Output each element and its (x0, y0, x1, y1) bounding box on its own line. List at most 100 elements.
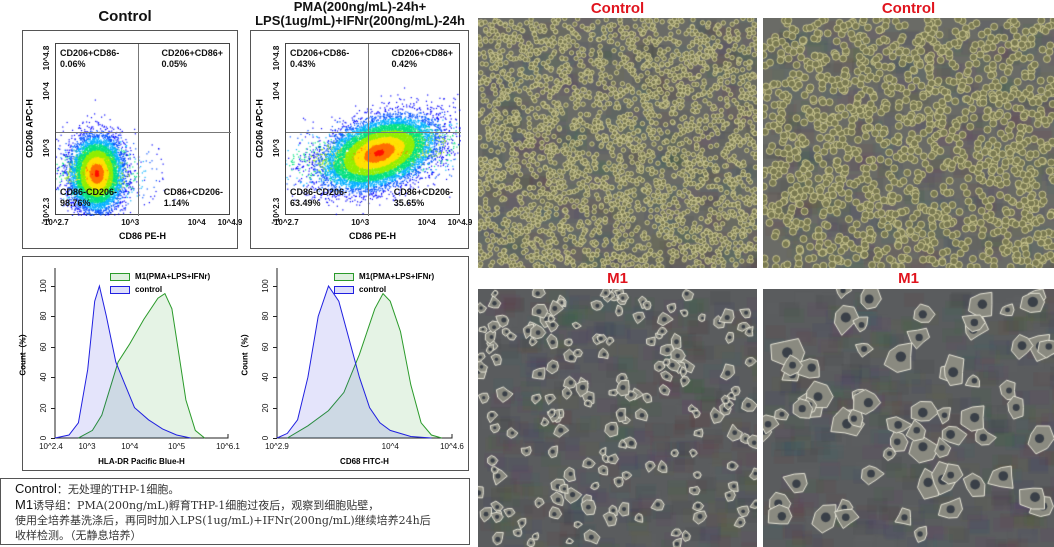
note-line1: ：无处理的THP-1细胞。 (56, 483, 180, 496)
quadrant-label-upper-right: CD206+CD86+ 0.05% (161, 48, 223, 70)
quadrant-gate-horizontal[interactable] (286, 131, 461, 133)
y-tick-label: 10^4 (42, 82, 51, 101)
legend-label: M1(PMA+LPS+IFNr) (135, 272, 211, 281)
x-tick-label: 10^2.9 (265, 442, 289, 451)
legend-label: control (135, 285, 163, 294)
y-tick-label: 10^4.8 (272, 46, 281, 71)
x-tick-label: 10^2.4 (39, 442, 63, 451)
quadrant-label-upper-left: CD206+CD86- 0.06% (60, 48, 119, 70)
x-axis-label: HLA-DR Pacific Blue-H (98, 457, 185, 466)
quadrant-name: CD86-CD206- (290, 187, 348, 197)
y-tick-mark (51, 286, 55, 287)
x-tick-label: 10^4 (417, 218, 436, 227)
x-tick-label: 10^3 (351, 218, 370, 227)
histogram-series-control (276, 284, 432, 439)
scatter-panel-m1 (250, 30, 469, 249)
quadrant-label-lower-left: CD86-CD206- 98.76% (60, 187, 117, 209)
note-m1-label: M1 (15, 497, 34, 512)
quadrant-label-upper-right: CD206+CD86+ 0.42% (391, 48, 453, 70)
quadrant-gate-vertical[interactable] (138, 44, 140, 216)
x-tick-label: 10^4.9 (217, 218, 243, 227)
legend-swatch (334, 285, 354, 294)
legend-item-control: control (110, 285, 162, 294)
y-tick-mark (273, 316, 277, 318)
x-tick-label: 10^4.6 (440, 442, 464, 451)
x-tick-label: 10^4 (121, 442, 139, 451)
quadrant-name: CD206+CD86- (290, 48, 350, 58)
scatter-density-points (56, 44, 231, 216)
y-tick-label: 10^2.3 (42, 197, 51, 223)
scatter-title-m1: PMA(200ng/mL)-24h+ LPS(1ug/mL)+IFNr(200n… (240, 0, 480, 28)
note-line3: 使用全培养基洗涤后，再同时加入LPS(1ug/mL)+IFNr(200ng/mL… (15, 514, 431, 527)
y-tick-label: 100 (261, 279, 270, 293)
micrograph-control-low-mag (478, 18, 757, 268)
x-tick-label: -10^2.7 (41, 218, 69, 227)
x-tick-label: 10^6.1 (216, 442, 240, 451)
quadrant-percentage: 0.42% (391, 59, 417, 69)
y-tick-mark (51, 316, 55, 318)
y-tick-label: 40 (39, 372, 48, 382)
y-tick-label: 20 (261, 403, 270, 413)
y-tick-label: 60 (261, 342, 270, 352)
y-axis-label: Count（%） (240, 329, 250, 376)
y-tick-label: 80 (261, 311, 270, 321)
y-tick-mark (273, 438, 277, 439)
legend-swatch (110, 285, 130, 294)
quadrant-percentage: 0.06% (60, 59, 86, 69)
quadrant-percentage: 1.14% (163, 198, 190, 208)
legend-swatch (110, 272, 130, 281)
x-axis-label: CD86 PE-H (118, 231, 166, 241)
quadrant-gate-vertical[interactable] (368, 44, 370, 216)
quadrant-name: CD206+CD86+ (161, 48, 223, 58)
quadrant-percentage: 63.49% (290, 198, 321, 208)
y-tick-mark (51, 377, 55, 379)
y-tick-mark (273, 407, 277, 409)
histogram-series-m1 (287, 292, 442, 439)
x-tick-label: 10^3 (121, 218, 140, 227)
y-tick-mark (51, 407, 55, 409)
image-label-m1-right: M1 (898, 270, 919, 287)
micrograph-m1-low-mag (478, 289, 757, 547)
x-tick-label: 10^5 (168, 442, 186, 451)
y-tick-label: 10^4.8 (42, 46, 51, 71)
histogram-chart (54, 268, 229, 439)
y-tick-mark (51, 346, 55, 348)
legend-item-m1: M1(PMA+LPS+IFNr) (334, 272, 434, 281)
axes (54, 268, 229, 439)
scatter-density-points (286, 44, 461, 216)
quadrant-name: CD86+CD206- (163, 187, 223, 197)
legend-item-m1: M1(PMA+LPS+IFNr) (110, 272, 210, 281)
y-tick-label: 20 (39, 403, 48, 413)
y-tick-label: 10^4 (272, 82, 281, 101)
scatter-title-control: Control (98, 8, 152, 25)
y-tick-label: 100 (39, 279, 48, 293)
y-tick-mark (273, 286, 277, 287)
quadrant-percentage: 35.65% (393, 198, 425, 208)
quadrant-label-lower-right: CD86+CD206- 35.65% (394, 187, 453, 209)
scatter-panel-control (22, 30, 238, 249)
y-tick-mark (273, 346, 277, 348)
y-axis-label: CD206 APC-H (24, 99, 35, 158)
micrograph-control-high-mag (763, 18, 1054, 268)
note-line4: 收样检测。（无静息培养） (15, 529, 142, 542)
quadrant-gate-horizontal[interactable] (56, 131, 231, 133)
image-label-control-right: Control (881, 0, 936, 17)
y-tick-mark (51, 438, 55, 439)
quadrant-label-lower-left: CD86-CD206- 63.49% (290, 187, 347, 209)
scatter-title-m1-line2: LPS(1ug/mL)+IFNr(200ng/mL)-24h (255, 13, 465, 28)
y-tick-mark (273, 377, 277, 379)
scatter-plot-area: CD206+CD86- 0.06% CD206+CD86+ 0.05% CD86-CD2… (55, 43, 231, 216)
legend-label: M1(PMA+LPS+IFNr) (359, 272, 435, 281)
note-control-label: Control (15, 481, 57, 496)
quadrant-percentage: 0.05% (161, 59, 187, 69)
quadrant-label-lower-right: CD86+CD206- 1.14% (164, 187, 223, 209)
x-tick-label: 10^3 (78, 442, 96, 451)
scatter-plot-area: CD206+CD86- 0.43% CD206+CD86+ 0.42% CD86-CD2… (285, 43, 461, 216)
x-axis-label: CD68 FITC-H (340, 457, 389, 466)
note-line2: 诱导组：PMA(200ng/mL)孵育THP-1细胞过夜后，观察到细胞贴壁， (33, 499, 380, 512)
y-axis-label: Count（%） (18, 329, 28, 376)
quadrant-name: CD206+CD86+ (391, 48, 453, 58)
legend-label: control (359, 285, 387, 294)
x-tick-label: 10^4 (187, 218, 206, 227)
quadrant-percentage: 98.76% (60, 198, 91, 208)
